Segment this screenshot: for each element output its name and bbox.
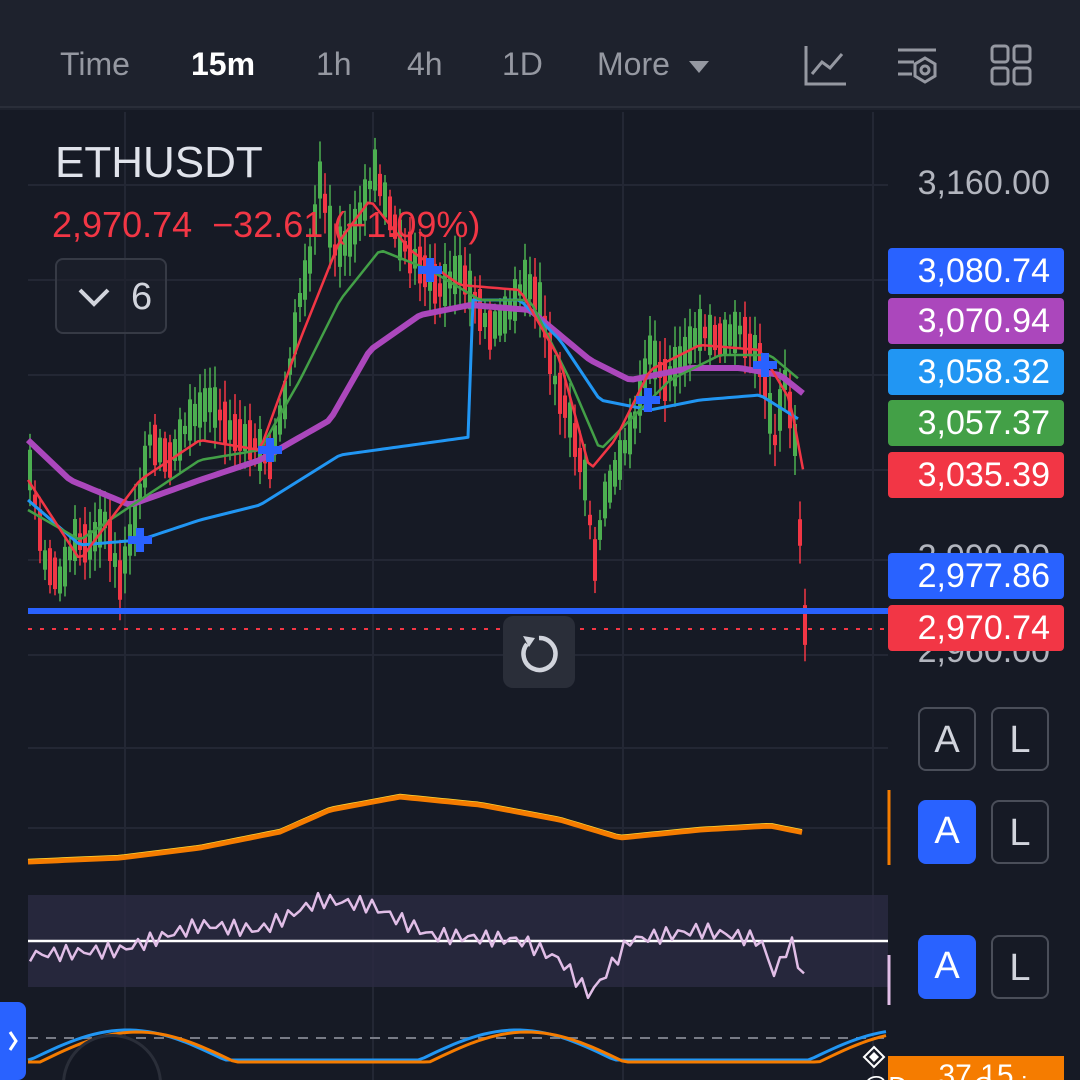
timeframe-1d[interactable]: 1D [502, 46, 543, 82]
chevron-down-icon [78, 288, 110, 307]
reset-icon [521, 635, 558, 673]
auto-scale-button[interactable]: A [918, 935, 976, 999]
timeframe-15m[interactable]: 15m [191, 46, 256, 82]
price-label: 3,070.94 [888, 298, 1064, 344]
last-price: 2,970.74 [52, 204, 193, 245]
auto-scale-button[interactable]: A [918, 800, 976, 864]
log-scale-button[interactable]: L [991, 707, 1049, 771]
auto-scale-button[interactable]: A [918, 707, 976, 771]
timeframe-4h[interactable]: 4h [407, 46, 443, 82]
diamond-logo-icon [862, 1045, 886, 1069]
top-toolbar: Time 15m 1h 4h 1D More [0, 0, 1080, 108]
oscillator-value-label: 37.15 [888, 1056, 1064, 1080]
price-label: 3,058.32 [888, 349, 1064, 395]
timeframe-time[interactable]: Time [60, 46, 130, 82]
scale-tick: 3,160.00 [917, 164, 1050, 202]
more-button[interactable]: More [597, 46, 711, 83]
indicators-toggle-button[interactable]: 6 [55, 258, 167, 334]
log-scale-button[interactable]: L [991, 935, 1049, 999]
layout-grid-icon[interactable] [988, 42, 1034, 88]
price-label: 3,035.39 [888, 452, 1064, 498]
timeframe-1h[interactable]: 1h [316, 46, 352, 82]
chevron-right-icon [8, 1031, 18, 1051]
price-label: 3,080.74 [888, 248, 1064, 294]
price-label: 3,057.37 [888, 400, 1064, 446]
chart-style-icon[interactable] [802, 42, 848, 88]
price-change-line: 2,970.74 −32.61 (−1.09%) [52, 204, 480, 246]
price-change: −32.61 [212, 204, 324, 245]
caret-down-icon [688, 60, 709, 73]
price-label: 2,970.74 [888, 605, 1064, 651]
side-panel-handle[interactable] [0, 1002, 26, 1080]
log-scale-button[interactable]: L [991, 800, 1049, 864]
watermark-text: @Dogar_Qasim [862, 1071, 1049, 1080]
price-change-percent: (−1.09%) [333, 204, 481, 245]
symbol-name[interactable]: ETHUSDT [55, 138, 263, 187]
watermark: @Dogar_Qasim [862, 1040, 1080, 1080]
indicators-icon[interactable] [894, 42, 940, 88]
more-label: More [597, 46, 670, 82]
price-label: 2,977.86 [888, 553, 1064, 599]
reset-chart-button[interactable] [503, 616, 575, 688]
indicator-count: 6 [131, 276, 153, 318]
